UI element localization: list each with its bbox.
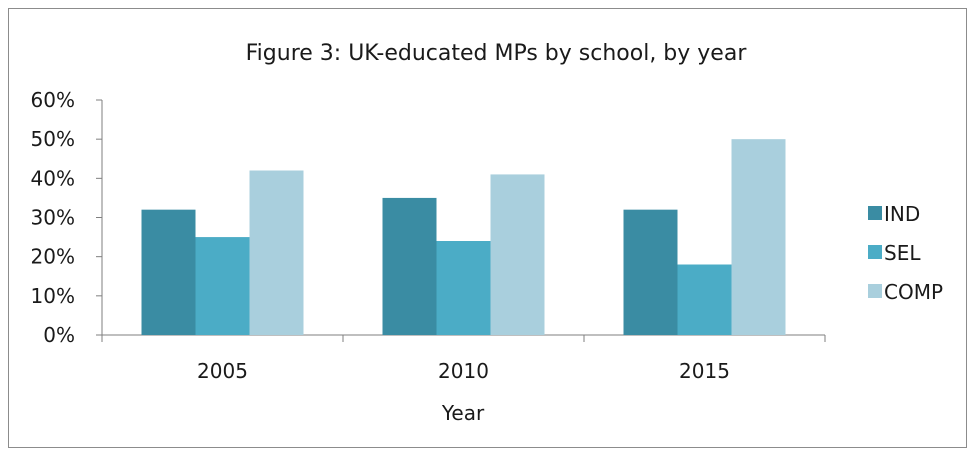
legend: IND SEL COMP: [868, 202, 943, 304]
y-tick-label: 40%: [31, 166, 75, 190]
legend-label-ind: IND: [884, 202, 920, 226]
legend-swatch-comp: [868, 284, 882, 298]
bar-sel-2010: [436, 241, 491, 335]
y-tick-label: 20%: [31, 245, 75, 269]
legend-swatch-sel: [868, 245, 882, 259]
bar-sel-2005: [195, 237, 250, 335]
x-tick-label: 2005: [197, 359, 248, 383]
legend-label-sel: SEL: [884, 241, 921, 265]
bar-sel-2015: [677, 264, 732, 335]
legend-swatch-ind: [868, 206, 882, 220]
x-tick-label: 2015: [679, 359, 730, 383]
bars: [141, 139, 786, 335]
chart-title: Figure 3: UK-educated MPs by school, by …: [246, 41, 748, 66]
legend-label-comp: COMP: [884, 280, 943, 304]
y-tick-label: 0%: [43, 323, 75, 347]
bar-comp-2010: [490, 174, 545, 335]
bar-comp-2005: [249, 170, 304, 335]
bar-ind-2015: [623, 209, 678, 335]
y-axis: 0% 10% 20% 30% 40% 50% 60%: [31, 88, 103, 347]
y-tick-label: 60%: [31, 88, 75, 112]
y-tick-label: 10%: [31, 284, 75, 308]
y-tick-label: 50%: [31, 127, 75, 151]
bar-ind-2005: [141, 209, 196, 335]
x-tick-label: 2010: [438, 359, 489, 383]
x-axis-label: Year: [441, 401, 485, 425]
y-tick-label: 30%: [31, 206, 75, 230]
x-axis: 2005 2010 2015: [101, 334, 826, 383]
bar-ind-2010: [382, 197, 437, 335]
bar-comp-2015: [731, 139, 786, 335]
